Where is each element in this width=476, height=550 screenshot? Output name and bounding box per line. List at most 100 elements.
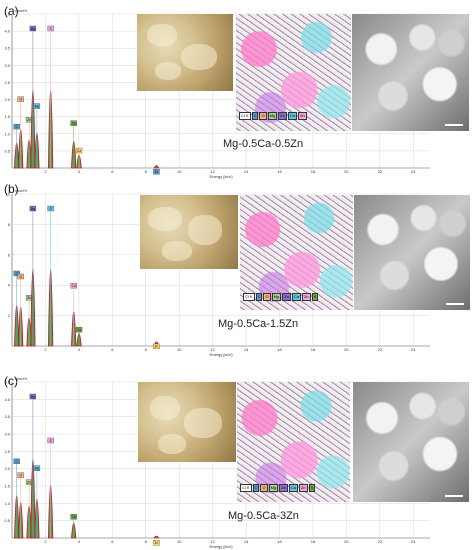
x-tick-label: 22 <box>378 539 383 544</box>
y-tick-label: 3.5 <box>4 46 10 51</box>
peak-tag-box <box>70 282 77 289</box>
x-tick-label: 6 <box>111 539 114 544</box>
peak-tag-label: Zn <box>27 480 31 484</box>
map-legend-item: C <box>251 112 259 120</box>
map-legend: Cl K C O Mg Zn Ca Zn S <box>243 293 319 301</box>
map-legend: Cl K C O Mg Zn Ca Zn <box>239 112 307 120</box>
x-tick-label: 4 <box>78 347 81 352</box>
peak-tag-label: C <box>16 272 19 276</box>
x-tick-label: 22 <box>378 169 383 174</box>
panel-label: (c) <box>4 374 18 388</box>
alloy-caption: Mg-0.5Ca-3Zn <box>228 510 299 522</box>
y-tick-label: 8 <box>8 222 11 227</box>
peak-tag-label: Mg <box>31 207 36 211</box>
map-legend-item: S <box>308 484 316 492</box>
x-tick-label: 24 <box>411 347 416 352</box>
peak-tag-label: Mg <box>35 467 40 471</box>
map-legend-item: Cl K <box>239 112 251 120</box>
powder-photo <box>140 195 238 269</box>
map-legend-item: O <box>259 112 267 120</box>
x-axis-label: Energy [keV] <box>210 352 233 357</box>
y-tick-label: 4.0 <box>4 29 10 34</box>
map-legend: Cl K C O Mg Zn Ca Zn S <box>240 484 316 492</box>
map-legend-item: Zn <box>301 293 311 301</box>
sem-micrograph <box>353 382 469 502</box>
x-tick-label: 10 <box>177 347 182 352</box>
spectrum-peak <box>153 535 160 539</box>
map-legend-item: Mg <box>271 293 282 301</box>
scale-bar <box>445 495 463 497</box>
peak-tag-label: Mg <box>35 104 40 108</box>
peak-tag-label: C <box>16 460 19 464</box>
map-legend-item: Zn <box>297 112 307 120</box>
x-tick-label: 22 <box>378 347 383 352</box>
map-legend-item: Zn <box>298 484 308 492</box>
x-tick-label: 24 <box>411 539 416 544</box>
map-legend-item: Zn <box>282 293 291 301</box>
x-tick-label: 14 <box>244 169 249 174</box>
eds-elemental-map: Cl K C O Mg Zn Ca Zn S <box>237 382 350 502</box>
map-legend-item: Zn <box>278 112 287 120</box>
panel-c: (c) cps/eV 2 4 6 8 10 12 14 16 18 20 22 24 0.5 1.0 1.5 2… <box>0 370 476 550</box>
x-tick-label: 20 <box>344 539 349 544</box>
x-tick-label: 8 <box>145 539 148 544</box>
y-tick-label: 4.5 <box>4 12 10 17</box>
y-tick-label: 2.0 <box>4 466 10 471</box>
spectrum-peak <box>153 165 160 169</box>
alloy-caption: Mg-0.5Ca-1.5Zn <box>218 318 299 330</box>
y-unit-label: cps/eV <box>15 188 28 193</box>
map-legend-item: Zn <box>279 484 288 492</box>
x-tick-label: 12 <box>210 347 215 352</box>
y-unit-label: cps/eV <box>15 376 28 381</box>
x-tick-label: 12 <box>210 169 215 174</box>
x-tick-label: 20 <box>344 169 349 174</box>
x-tick-label: 4 <box>78 539 81 544</box>
x-tick-label: 10 <box>177 169 182 174</box>
y-tick-label: 1.0 <box>4 501 10 506</box>
x-tick-label: 18 <box>311 347 316 352</box>
x-tick-label: 10 <box>177 539 182 544</box>
peak-tag-label: Ca <box>72 284 76 288</box>
x-tick-label: 6 <box>111 347 114 352</box>
y-tick-label: 2 <box>8 313 11 318</box>
y-tick-label: 3.0 <box>4 63 10 68</box>
powder-photo <box>137 14 233 91</box>
y-tick-label: 2.0 <box>4 97 10 102</box>
x-tick-label: 20 <box>344 347 349 352</box>
peak-tag-label: O <box>19 473 22 477</box>
sem-micrograph <box>352 14 469 131</box>
alloy-caption: Mg-0.5Ca-0.5Zn <box>223 138 304 150</box>
map-legend-item: O <box>263 293 271 301</box>
peak-tag-box <box>13 458 20 464</box>
peak-tag-label: S <box>50 27 52 31</box>
map-legend-item: Ca <box>288 484 298 492</box>
y-tick-label: 1.5 <box>4 484 10 489</box>
map-legend-item: S <box>311 293 319 301</box>
x-tick-label: 24 <box>411 169 416 174</box>
peak-tag-label: O <box>19 98 22 102</box>
y-tick-label: 1.5 <box>4 114 10 119</box>
panel-a: (a) cps/eV 2 4 6 8 10 12 14 16 18 20 22 24 0.5 1.0 1.5 2… <box>0 0 476 180</box>
y-tick-label: 2.5 <box>4 80 10 85</box>
y-unit-label: cps/eV <box>15 8 28 13</box>
x-tick-label: 16 <box>277 347 282 352</box>
y-tick-label: 1.0 <box>4 131 10 136</box>
y-tick-label: 4.5 <box>4 380 10 385</box>
map-legend-item: C <box>252 484 260 492</box>
x-tick-label: 16 <box>277 169 282 174</box>
peak-tag-label: Ca <box>77 328 81 332</box>
x-tick-label: 4 <box>78 169 81 174</box>
y-tick-label: 3.0 <box>4 432 10 437</box>
peak-tag-label: Zn <box>27 296 31 300</box>
peak-tag-label: Zn <box>27 118 31 122</box>
powder-photo <box>138 382 236 462</box>
map-legend-item: Ca <box>287 112 297 120</box>
panel-label: (b) <box>4 182 19 196</box>
x-tick-label: 14 <box>244 347 249 352</box>
peak-tag-label: Ca <box>72 121 76 125</box>
x-tick-label: 8 <box>145 347 148 352</box>
x-tick-label: 18 <box>311 539 316 544</box>
peak-tag-label: Mg <box>31 27 36 31</box>
map-legend-item: C <box>255 293 263 301</box>
peak-tag-box <box>17 472 24 478</box>
